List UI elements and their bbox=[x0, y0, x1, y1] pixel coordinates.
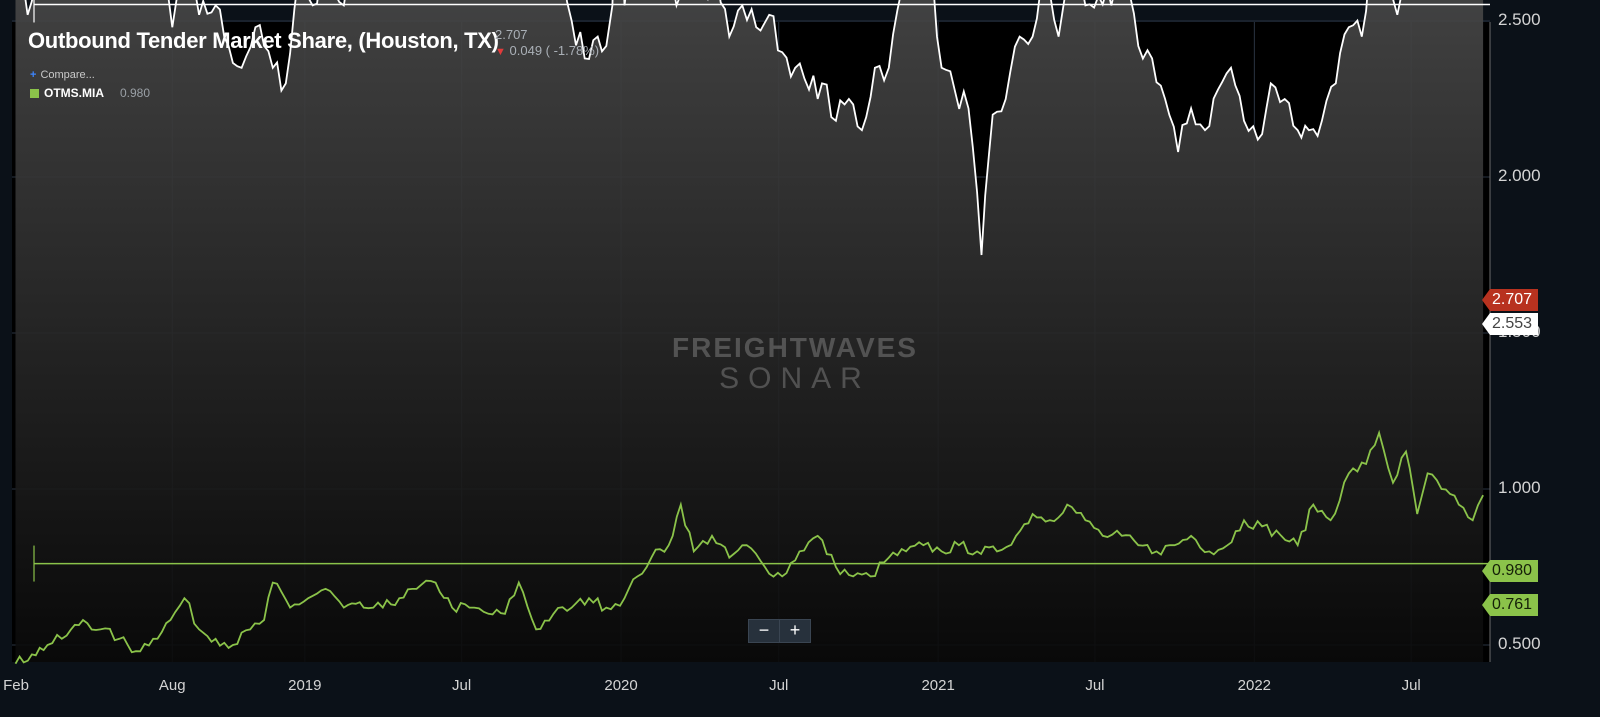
x-tick-label: Jul bbox=[1401, 677, 1421, 694]
legend-swatch bbox=[30, 89, 39, 98]
legend-symbol: OTMS.MIA bbox=[44, 86, 104, 100]
x-tick-label: Jul bbox=[769, 677, 789, 694]
last-value: 2.707 bbox=[495, 27, 528, 42]
compare-last-tag: 0.980 bbox=[1482, 560, 1539, 582]
down-arrow-icon: ▼ bbox=[495, 46, 506, 58]
x-tick-label: 2019 bbox=[288, 677, 322, 694]
x-tick-label: Feb bbox=[3, 677, 29, 694]
compare-button[interactable]: + Compare... bbox=[30, 69, 95, 81]
x-tick-label: 2022 bbox=[1237, 677, 1272, 694]
chart-title: Outbound Tender Market Share, (Houston, … bbox=[28, 28, 499, 53]
last-value-tag: 2.707 bbox=[1482, 289, 1539, 311]
plus-icon: + bbox=[30, 69, 37, 81]
x-tick-label: 2021 bbox=[921, 677, 955, 694]
legend-value: 0.980 bbox=[120, 86, 151, 100]
quote-box: 2.707 ▼ 0.049 ( -1.78%) bbox=[495, 27, 599, 60]
compare-series-line[interactable] bbox=[14, 429, 1484, 665]
zoom-in-button[interactable]: + bbox=[779, 620, 810, 642]
compare-reference-tag: 0.761 bbox=[1482, 594, 1539, 616]
compare-label: Compare... bbox=[40, 69, 95, 81]
y-tick-label: 1.000 bbox=[1498, 478, 1541, 497]
y-tick-label: 2.500 bbox=[1498, 10, 1541, 29]
zoom-controls: − + bbox=[748, 619, 811, 643]
change-value: 0.049 ( -1.78%) bbox=[509, 43, 600, 58]
reference-value-tag: 2.553 bbox=[1482, 313, 1539, 335]
y-tick-label: 0.500 bbox=[1498, 634, 1541, 653]
legend-item-otms-mia[interactable]: OTMS.MIA 0.980 bbox=[30, 86, 150, 100]
zoom-out-button[interactable]: − bbox=[758, 620, 770, 640]
x-tick-label: 2020 bbox=[604, 677, 638, 694]
x-tick-label: Jul bbox=[1085, 677, 1105, 694]
main-series-line[interactable] bbox=[16, 0, 1484, 256]
x-tick-label: Aug bbox=[158, 677, 186, 694]
y-tick-label: 2.000 bbox=[1498, 166, 1541, 185]
main-series-area bbox=[15, 0, 1484, 662]
x-tick-label: Jul bbox=[452, 677, 472, 694]
